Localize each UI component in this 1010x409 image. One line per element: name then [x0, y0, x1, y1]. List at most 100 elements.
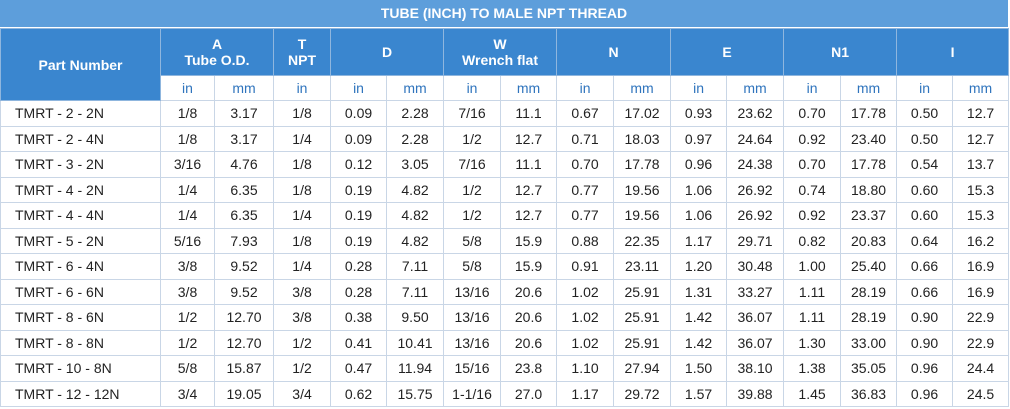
- value-cell: 1.02: [556, 304, 615, 331]
- value-cell: 0.70: [783, 100, 842, 127]
- value-cell: 9.50: [386, 304, 445, 331]
- value-cell: 25.40: [840, 253, 898, 280]
- value-cell: 15.9: [500, 227, 558, 254]
- value-cell: 0.66: [896, 278, 954, 305]
- value-cell: 12.7: [500, 125, 558, 152]
- group-header: I: [896, 28, 1010, 76]
- value-cell: 4.82: [386, 202, 445, 229]
- value-cell: 38.10: [726, 355, 785, 382]
- value-cell: 18.80: [840, 176, 898, 203]
- value-cell: 23.40: [840, 125, 898, 152]
- value-cell: 5/8: [443, 253, 502, 280]
- value-cell: 0.82: [783, 227, 842, 254]
- value-cell: 15.9: [500, 253, 558, 280]
- value-cell: 33.27: [726, 278, 785, 305]
- group-letter: N1: [831, 44, 849, 60]
- group-header: W Wrench flat: [443, 28, 558, 76]
- unit-header: in: [783, 75, 842, 101]
- value-cell: 1/4: [273, 253, 332, 280]
- value-cell: 0.90: [896, 304, 954, 331]
- value-cell: 0.60: [896, 176, 954, 203]
- value-cell: 4.82: [386, 227, 445, 254]
- group-header: D: [330, 28, 445, 76]
- unit-row: in mm in in mm in mm in mm in mm in mm in mm: [1, 75, 1010, 101]
- value-cell: 27.0: [500, 380, 558, 407]
- group-header: A Tube O.D.: [159, 28, 275, 76]
- value-cell: 23.37: [840, 202, 898, 229]
- value-cell: 13/16: [443, 304, 502, 331]
- value-cell: 1.57: [670, 380, 728, 407]
- value-cell: 17.78: [840, 151, 898, 178]
- group-letter: A: [211, 36, 223, 52]
- value-cell: 1.42: [670, 329, 728, 356]
- value-cell: 0.97: [670, 125, 728, 152]
- value-cell: 1/8: [160, 125, 215, 152]
- value-cell: 1/8: [273, 151, 332, 178]
- value-cell: 3.17: [213, 125, 275, 152]
- data-row: TMRT - 12 - 12N 3/4 19.05 3/4 0.62 15.75 1-1/1…: [0, 380, 1010, 407]
- unit-header: in: [330, 75, 388, 101]
- value-cell: 11.1: [500, 151, 558, 178]
- value-cell: 20.6: [500, 329, 558, 356]
- value-cell: 23.62: [726, 100, 785, 127]
- value-cell: 1/8: [273, 100, 332, 127]
- value-cell: 0.70: [783, 151, 842, 178]
- value-cell: 15.87: [213, 355, 275, 382]
- value-cell: 3/4: [160, 380, 215, 407]
- value-cell: 39.88: [726, 380, 785, 407]
- value-cell: 0.28: [330, 278, 388, 305]
- value-cell: 3/4: [273, 380, 332, 407]
- value-cell: 25.91: [613, 278, 672, 305]
- part-number: TMRT - 4 - 4N: [0, 202, 161, 229]
- value-cell: 3/8: [160, 253, 215, 280]
- value-cell: 0.64: [896, 227, 954, 254]
- value-cell: 9.52: [213, 278, 275, 305]
- value-cell: 3/8: [160, 278, 215, 305]
- value-cell: 1.02: [556, 278, 615, 305]
- value-cell: 11.94: [386, 355, 445, 382]
- value-cell: 1/8: [160, 100, 215, 127]
- value-cell: 15.3: [952, 202, 1010, 229]
- group-letter: N: [608, 44, 619, 60]
- value-cell: 0.62: [330, 380, 388, 407]
- value-cell: 24.38: [726, 151, 785, 178]
- value-cell: 17.78: [613, 151, 672, 178]
- value-cell: 15/16: [443, 355, 502, 382]
- value-cell: 0.47: [330, 355, 388, 382]
- value-cell: 1/8: [273, 227, 332, 254]
- data-row: TMRT - 2 - 4N 1/8 3.17 1/4 0.09 2.28 1/2 12.7 0.…: [0, 125, 1010, 152]
- part-number: TMRT - 12 - 12N: [0, 380, 161, 407]
- value-cell: 1.10: [556, 355, 615, 382]
- value-cell: 1/2: [443, 202, 502, 229]
- value-cell: 0.09: [330, 100, 388, 127]
- part-number: TMRT - 6 - 4N: [0, 253, 161, 280]
- value-cell: 1.17: [556, 380, 615, 407]
- value-cell: 0.88: [556, 227, 615, 254]
- value-cell: 1.06: [670, 176, 728, 203]
- value-cell: 3/16: [160, 151, 215, 178]
- unit-header: mm: [613, 75, 672, 101]
- value-cell: 2.28: [386, 125, 445, 152]
- value-cell: 1/4: [273, 202, 332, 229]
- value-cell: 0.41: [330, 329, 388, 356]
- part-number: TMRT - 5 - 2N: [0, 227, 161, 254]
- value-cell: 7.93: [213, 227, 275, 254]
- value-cell: 36.07: [726, 329, 785, 356]
- group-header: N1: [783, 28, 898, 76]
- part-number: TMRT - 6 - 6N: [0, 278, 161, 305]
- value-cell: 1-1/16: [443, 380, 502, 407]
- group-label: NPT: [288, 52, 317, 68]
- value-cell: 30.48: [726, 253, 785, 280]
- value-cell: 12.70: [213, 304, 275, 331]
- value-cell: 24.64: [726, 125, 785, 152]
- group-header: T NPT: [273, 28, 332, 76]
- value-cell: 5/8: [443, 227, 502, 254]
- unit-header: in: [556, 75, 615, 101]
- value-cell: 1.31: [670, 278, 728, 305]
- value-cell: 0.12: [330, 151, 388, 178]
- data-row: TMRT - 6 - 6N 3/8 9.52 3/8 0.28 7.11 13/16 20.6…: [0, 278, 1010, 305]
- value-cell: 1.50: [670, 355, 728, 382]
- value-cell: 20.83: [840, 227, 898, 254]
- value-cell: 28.19: [840, 304, 898, 331]
- value-cell: 12.7: [952, 100, 1010, 127]
